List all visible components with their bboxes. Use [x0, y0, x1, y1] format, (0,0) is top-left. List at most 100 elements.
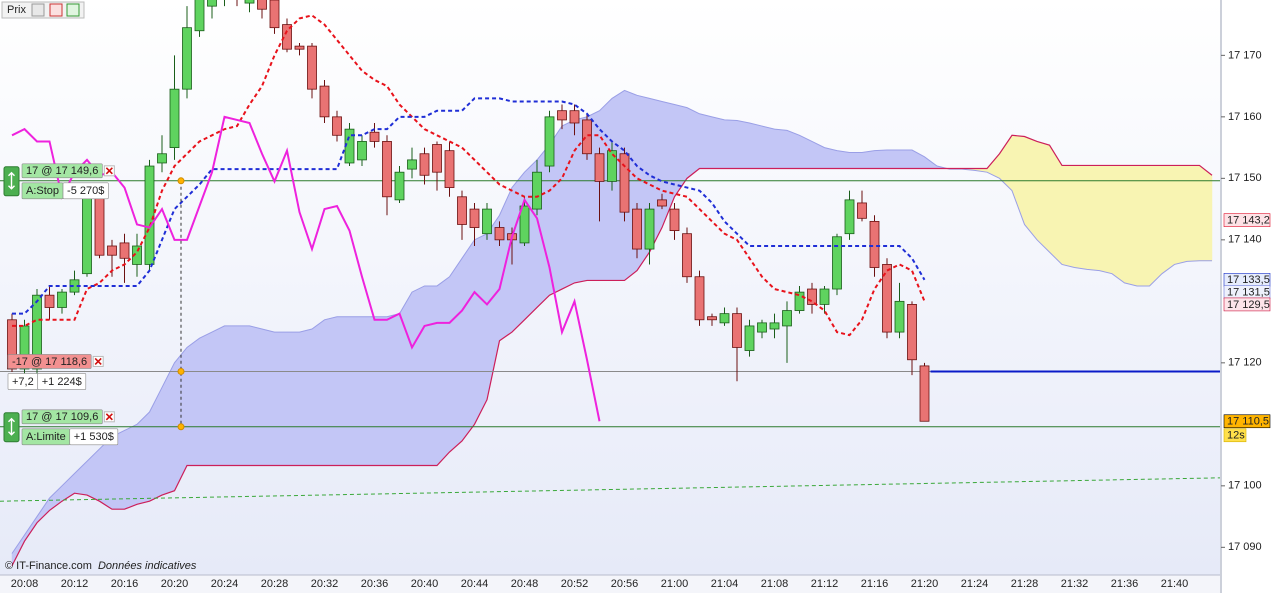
candle-body [407, 159, 417, 170]
x-tick-label: 21:20 [911, 578, 939, 590]
candle-body [694, 276, 705, 321]
cloud-segment [211, 325, 225, 466]
candle-body [144, 165, 155, 265]
cloud-segment [886, 149, 900, 169]
cloud-segment [824, 147, 838, 169]
senkou-a [11, 89, 1212, 554]
order-type-group: A:Limite [21, 428, 71, 446]
cloud-segment [1024, 136, 1038, 241]
candle-body [432, 144, 442, 173]
x-tick-label: 21:24 [961, 578, 989, 590]
candle-body [444, 150, 455, 188]
candle-body [582, 119, 592, 155]
order-pnl-box [62, 182, 109, 200]
down-icon[interactable] [49, 3, 63, 17]
cloud-segment [199, 331, 213, 466]
candle-body [819, 288, 830, 305]
plot-area [0, 0, 1220, 567]
order-label-group: -17 @ 17 118,6 [7, 354, 92, 369]
candle-body [294, 45, 305, 50]
order-pnl-group: +1 224$ [37, 373, 87, 390]
x-tick-label: 20:44 [461, 578, 489, 590]
cloud-segment [1111, 165, 1125, 284]
cloud-segment [424, 285, 438, 466]
price-badge-box [1223, 414, 1271, 429]
candle-body [244, 0, 255, 4]
x-axis-band [0, 575, 1220, 593]
x-tick-label: 20:40 [411, 578, 439, 590]
candle-body [532, 171, 542, 210]
cloud-segment [286, 331, 300, 466]
cloud-segment [224, 325, 238, 466]
cloud-segment [686, 107, 700, 179]
cloud-segment [899, 149, 913, 169]
candle-body [669, 208, 680, 232]
cloud-segment [724, 119, 738, 169]
candle-body [257, 0, 267, 10]
candle-body [482, 208, 492, 235]
cloud-segment [274, 331, 288, 466]
x-tick-label: 20:56 [611, 578, 639, 590]
candle-body [57, 291, 67, 308]
candle-body [632, 208, 642, 250]
candle-body [732, 313, 742, 348]
x-tick-label: 21:00 [661, 578, 689, 590]
order-pnl-box [69, 428, 119, 446]
candle-body [369, 131, 380, 142]
cloud-segment [1124, 165, 1138, 287]
cloud-segment [411, 285, 425, 466]
overlay: 17 090 17 100 17 120 17 140 17 150 17 160 17 1… [3, 49, 1271, 553]
cloud-segment [561, 119, 575, 290]
cloud-segment [774, 128, 788, 169]
cloud-segment [311, 319, 325, 466]
candle-body [769, 322, 780, 330]
candle-body [119, 242, 130, 259]
candle-body [794, 291, 805, 311]
order-label-box [21, 409, 103, 425]
y-tick-label: 17 150 [1228, 172, 1262, 184]
candle-body [644, 208, 655, 250]
cloud-segment [474, 233, 488, 425]
order-pnl: +1 224$ [42, 376, 82, 388]
order-type: A:Stop [26, 185, 59, 197]
order-label: 17 @ 17 109,6 [26, 411, 98, 423]
cloud-segment [736, 120, 750, 169]
candle-body [419, 153, 430, 176]
cloud-segment [249, 325, 263, 466]
cloud-segment [849, 152, 863, 169]
y-tick-label: 17 100 [1228, 480, 1262, 492]
x-tick-label: 21:40 [1161, 578, 1189, 590]
tool-icon[interactable] [31, 3, 45, 17]
order-dot [177, 177, 185, 185]
cloud-segment [1099, 165, 1113, 274]
candle-body [544, 116, 555, 167]
x-tick-label: 20:16 [111, 578, 139, 590]
y-tick-label: 17 170 [1228, 49, 1262, 61]
header-title: Prix [7, 4, 26, 16]
cloud-segment [386, 313, 400, 466]
candle-body [332, 116, 342, 136]
price-badge-box [1223, 213, 1271, 227]
order-pnl-group: +1 530$ [69, 428, 119, 446]
candle-body [682, 233, 692, 278]
indicator-line [12, 14, 926, 337]
y-tick-label: 17 120 [1228, 357, 1262, 369]
cloud-segment [1199, 164, 1213, 261]
candle-body [469, 208, 480, 228]
candle-body [607, 150, 617, 182]
x-tick-label: 20:08 [11, 578, 39, 590]
candle-body [457, 196, 467, 225]
order-pnl-group: -5 270$ [62, 182, 109, 200]
candle-body [194, 0, 205, 32]
candle-body [907, 304, 917, 361]
x-tick-label: 20:32 [311, 578, 339, 590]
candle-body [157, 153, 167, 164]
order-drag-arrow [8, 417, 15, 436]
cloud-segment [124, 423, 138, 510]
order-cancel-x [105, 167, 113, 175]
price-badge-label: 17 129,5 [1227, 299, 1270, 311]
cloud-segment [786, 130, 800, 169]
up-icon[interactable] [66, 3, 80, 17]
timer: 12s [1227, 430, 1245, 442]
